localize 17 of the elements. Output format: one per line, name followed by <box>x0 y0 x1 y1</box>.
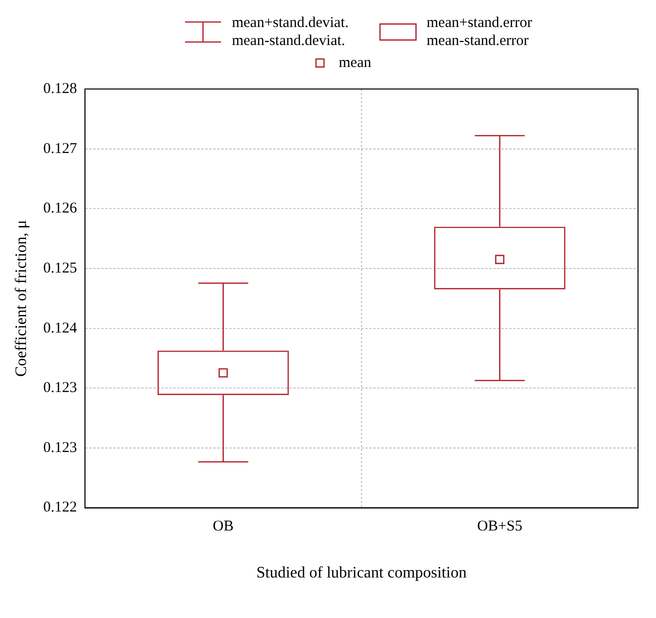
text: mean+stand.deviat. <box>232 14 349 32</box>
text: mean+stand.error <box>426 14 532 32</box>
x-axis-title: Studied of lubricant composition <box>256 564 467 582</box>
y-tick-label: 0.122 <box>43 500 77 516</box>
y-tick-label: 0.127 <box>43 140 78 157</box>
y-tick-label: 0.123 <box>43 440 77 456</box>
y-tick-label: 0.123 <box>43 380 77 396</box>
x-tick-label: OB+S5 <box>477 518 522 535</box>
y-tick-label: 0.128 <box>43 80 77 97</box>
y-axis-title: Coefficient of friction, μ <box>12 220 30 377</box>
x-tick-label: OB <box>212 518 234 535</box>
text: mean <box>338 54 372 72</box>
text: mean-stand.deviat. <box>232 32 346 50</box>
text: mean-stand.error <box>426 32 530 50</box>
y-tick-label: 0.125 <box>43 260 77 276</box>
y-tick-label: 0.124 <box>43 320 78 336</box>
y-tick-label: 0.126 <box>43 200 78 217</box>
